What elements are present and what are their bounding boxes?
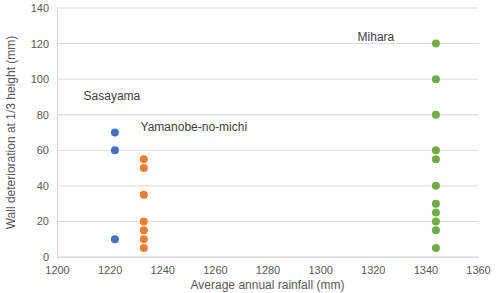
y-tick: 120 — [31, 38, 57, 50]
x-axis-title: Average annual rainfall (mm) — [191, 278, 345, 292]
x-axis: 1200 1220 1240 1260 1280 1300 1320 1340 1360 — [45, 257, 490, 276]
x-tick: 1240 — [151, 257, 175, 276]
point — [432, 155, 440, 163]
point — [140, 217, 148, 225]
series-labels: Sasayama Yamanobe-no-michi Mihara — [84, 30, 395, 135]
point — [111, 129, 119, 137]
y-tick: 60 — [37, 144, 57, 156]
y-tick-label: 20 — [37, 215, 49, 227]
point — [432, 111, 440, 119]
point — [432, 40, 440, 48]
series — [432, 40, 440, 253]
x-tick: 1360 — [466, 257, 490, 276]
marks — [111, 40, 440, 253]
x-tick-label: 1280 — [256, 264, 280, 276]
series-label: Yamanobe-no-michi — [141, 120, 248, 134]
y-tick-label: 80 — [37, 109, 49, 121]
point — [140, 244, 148, 252]
grid-line — [57, 221, 478, 222]
x-tick-label: 1200 — [45, 264, 69, 276]
grid-line — [57, 79, 478, 80]
chart: 1200 1220 1240 1260 1280 1300 1320 1340 1360 0 20 4… — [0, 0, 500, 293]
point — [432, 146, 440, 154]
x-tick-label: 1320 — [361, 264, 385, 276]
x-tick: 1300 — [308, 257, 332, 276]
y-tick: 100 — [31, 73, 57, 85]
x-tick-label: 1260 — [203, 264, 227, 276]
y-axis: 0 20 40 60 80 100 120 140 — [31, 2, 58, 263]
point — [140, 235, 148, 243]
x-tick-label: 1220 — [98, 264, 122, 276]
point — [432, 182, 440, 190]
y-axis-line — [57, 9, 58, 258]
point — [432, 244, 440, 252]
grid-line — [57, 257, 478, 258]
point — [140, 164, 148, 172]
point — [111, 235, 119, 243]
x-tick: 1260 — [203, 257, 227, 276]
x-tick-label: 1300 — [308, 264, 332, 276]
grid-line — [57, 114, 478, 115]
x-tick-label: 1360 — [466, 264, 490, 276]
point — [140, 191, 148, 199]
grid-line — [57, 185, 478, 186]
x-tick: 1340 — [414, 257, 438, 276]
point — [432, 209, 440, 217]
grid — [57, 8, 478, 257]
grid-line — [57, 8, 478, 9]
point — [432, 226, 440, 234]
x-axis-line — [58, 257, 479, 258]
y-axis-title: Wall deterioration at 1/3 height (mm) — [4, 36, 18, 230]
y-tick-label: 140 — [31, 2, 49, 14]
point — [140, 226, 148, 234]
x-tick: 1220 — [98, 257, 122, 276]
y-tick-label: 60 — [37, 144, 49, 156]
y-tick-label: 40 — [37, 180, 49, 192]
x-tick-label: 1240 — [151, 264, 175, 276]
series-label: Sasayama — [84, 89, 141, 103]
series-label: Mihara — [358, 30, 395, 44]
point — [111, 146, 119, 154]
point — [432, 200, 440, 208]
y-tick: 40 — [37, 180, 57, 192]
point — [432, 75, 440, 83]
y-tick: 140 — [31, 2, 57, 14]
point — [140, 155, 148, 163]
x-tick-label: 1340 — [414, 264, 438, 276]
y-tick-label: 120 — [31, 38, 49, 50]
y-tick-label: 100 — [31, 73, 49, 85]
series — [140, 155, 148, 252]
point — [432, 217, 440, 225]
x-tick: 1280 — [256, 257, 280, 276]
grid-line — [57, 150, 478, 151]
x-tick: 1320 — [361, 257, 385, 276]
y-tick: 80 — [37, 109, 57, 121]
series — [111, 129, 119, 244]
y-tick-label: 0 — [43, 251, 49, 263]
y-tick: 20 — [37, 215, 57, 227]
y-tick: 0 — [43, 251, 57, 263]
grid-line — [57, 43, 478, 44]
